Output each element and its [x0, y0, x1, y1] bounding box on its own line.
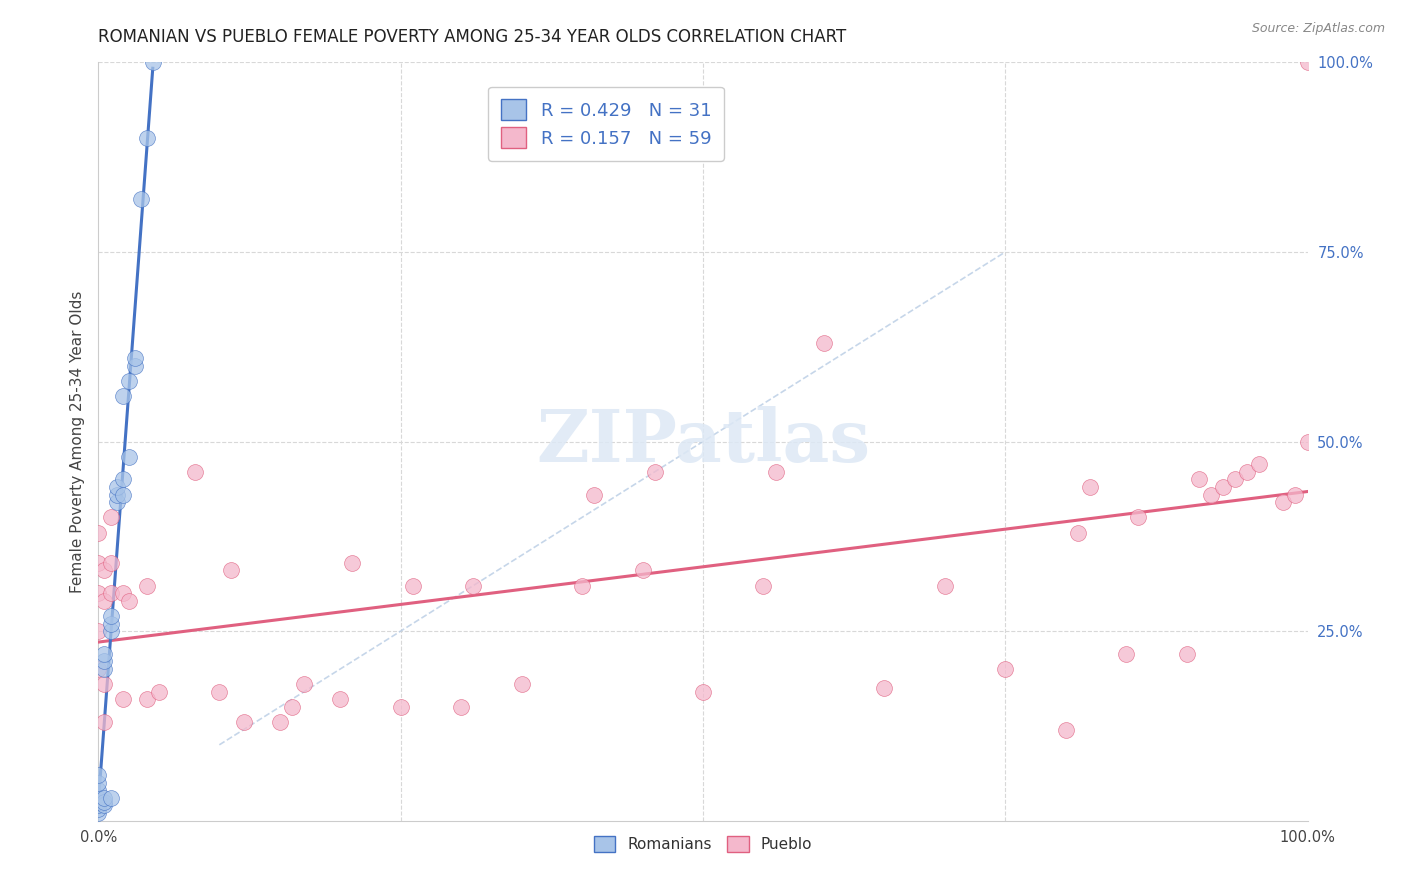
Text: Source: ZipAtlas.com: Source: ZipAtlas.com	[1251, 22, 1385, 36]
Point	[87, 776, 110, 790]
Point	[93, 655, 115, 669]
Point	[105, 487, 128, 501]
Point	[1296, 434, 1319, 449]
Point	[100, 608, 122, 623]
Point	[100, 624, 122, 639]
Point	[111, 487, 134, 501]
Point	[184, 465, 207, 479]
Point	[765, 465, 787, 479]
Point	[1188, 473, 1211, 487]
Point	[87, 798, 110, 813]
Point	[135, 692, 157, 706]
Point	[100, 586, 122, 600]
Point	[87, 783, 110, 797]
Point	[1175, 647, 1198, 661]
Point	[813, 335, 835, 350]
Point	[1236, 465, 1258, 479]
Point	[93, 594, 115, 608]
Point	[111, 586, 134, 600]
Point	[402, 579, 425, 593]
Point	[100, 510, 122, 524]
Text: ROMANIAN VS PUEBLO FEMALE POVERTY AMONG 25-34 YEAR OLDS CORRELATION CHART: ROMANIAN VS PUEBLO FEMALE POVERTY AMONG …	[98, 28, 846, 45]
Point	[269, 715, 291, 730]
Point	[105, 495, 128, 509]
Point	[118, 450, 141, 464]
Point	[1115, 647, 1137, 661]
Point	[93, 795, 115, 809]
Point	[93, 662, 115, 676]
Point	[87, 795, 110, 809]
Point	[87, 802, 110, 816]
Point	[583, 487, 606, 501]
Point	[124, 359, 146, 373]
Point	[934, 579, 956, 593]
Point	[644, 465, 666, 479]
Point	[93, 798, 115, 813]
Point	[873, 681, 896, 695]
Point	[1212, 480, 1234, 494]
Point	[1067, 525, 1090, 540]
Point	[148, 685, 170, 699]
Point	[87, 556, 110, 570]
Point	[1223, 473, 1246, 487]
Point	[1128, 510, 1150, 524]
Point	[111, 473, 134, 487]
Point	[221, 564, 243, 578]
Point	[135, 579, 157, 593]
Point	[463, 579, 485, 593]
Point	[631, 564, 654, 578]
Point	[93, 791, 115, 805]
Point	[450, 699, 472, 714]
Point	[1054, 723, 1077, 737]
Point	[1249, 458, 1271, 472]
Point	[87, 806, 110, 821]
Point	[105, 480, 128, 494]
Point	[571, 579, 593, 593]
Point	[208, 685, 231, 699]
Point	[87, 791, 110, 805]
Point	[692, 685, 714, 699]
Point	[329, 692, 352, 706]
Point	[93, 715, 115, 730]
Point	[87, 624, 110, 639]
Point	[129, 192, 152, 206]
Point	[124, 351, 146, 366]
Point	[118, 594, 141, 608]
Point	[87, 586, 110, 600]
Point	[752, 579, 775, 593]
Point	[142, 55, 165, 70]
Y-axis label: Female Poverty Among 25-34 Year Olds: Female Poverty Among 25-34 Year Olds	[69, 291, 84, 592]
Point	[342, 556, 364, 570]
Point	[118, 374, 141, 388]
Point	[100, 791, 122, 805]
Point	[93, 647, 115, 661]
Point	[994, 662, 1017, 676]
Text: ZIPatlas: ZIPatlas	[536, 406, 870, 477]
Point	[1199, 487, 1222, 501]
Point	[281, 699, 304, 714]
Point	[100, 556, 122, 570]
Point	[135, 131, 157, 145]
Point	[87, 662, 110, 676]
Point	[93, 564, 115, 578]
Point	[1296, 55, 1319, 70]
Point	[111, 692, 134, 706]
Point	[100, 616, 122, 631]
Point	[87, 525, 110, 540]
Point	[111, 389, 134, 403]
Legend: Romanians, Pueblo: Romanians, Pueblo	[588, 830, 818, 858]
Point	[93, 677, 115, 691]
Point	[1078, 480, 1101, 494]
Point	[87, 768, 110, 782]
Point	[1284, 487, 1306, 501]
Point	[389, 699, 412, 714]
Point	[510, 677, 533, 691]
Point	[232, 715, 254, 730]
Point	[1272, 495, 1295, 509]
Point	[292, 677, 315, 691]
